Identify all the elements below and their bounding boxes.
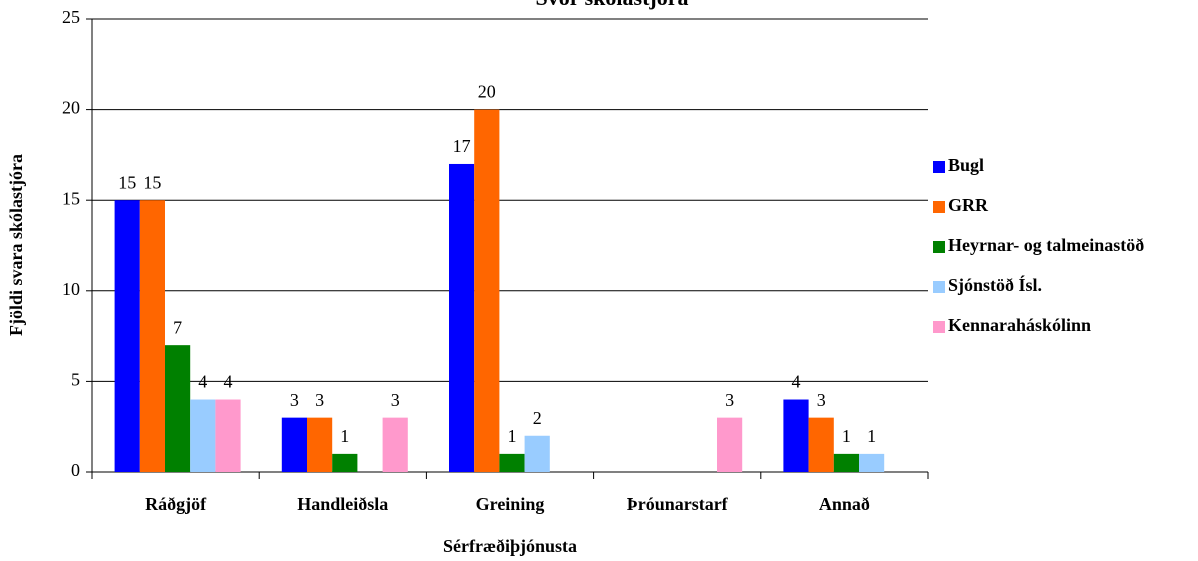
bar [499,453,525,472]
value-label: 1 [340,426,349,446]
x-tick-label: Greining [476,494,545,514]
value-label: 3 [290,390,299,410]
bar [281,417,307,472]
legend-swatch [933,161,945,173]
value-label: 15 [143,172,161,192]
bar [114,200,140,472]
value-label: 3 [725,390,734,410]
bar [215,399,241,472]
value-label: 4 [198,372,207,392]
value-label: 3 [817,390,826,410]
chart-title: Svör skólastjóra [536,0,689,10]
value-label: 1 [842,426,851,446]
y-tick-label: 0 [71,460,80,480]
legend-label: GRR [948,195,989,215]
bar [190,399,216,472]
value-label: 2 [533,408,542,428]
x-tick-label: Þróunarstarf [627,494,729,514]
x-axis-label: Sérfræðiþjónusta [443,536,577,556]
bar [717,417,743,472]
bar [382,417,408,472]
y-tick-label: 15 [62,188,80,208]
value-label: 3 [391,390,400,410]
y-tick-label: 25 [62,7,80,27]
legend-swatch [933,201,945,213]
value-label: 15 [118,172,136,192]
value-label: 20 [478,82,496,102]
y-tick-label: 20 [62,98,80,118]
legend-label: Sjónstöð Ísl. [948,274,1042,295]
bar [165,345,191,472]
legend-swatch [933,321,945,333]
y-tick-label: 10 [62,279,80,299]
bar [833,453,859,472]
x-tick-label: Annað [819,494,870,514]
bar [524,435,550,472]
value-label: 17 [453,136,471,156]
bar [783,399,809,472]
y-tick-label: 5 [71,370,80,390]
legend-label: Kennaraháskólinn [948,315,1091,335]
legend-label: Bugl [948,155,984,175]
bar [859,453,885,472]
y-axis-label: Fjöldi svara skólastjóra [6,154,26,336]
bar [332,453,358,472]
legend-label: Heyrnar- og talmeinastöð [948,235,1144,255]
bar [474,109,500,472]
value-label: 1 [508,426,517,446]
bar [307,417,333,472]
legend-swatch [933,281,945,293]
bar [139,200,165,472]
legend-swatch [933,241,945,253]
value-label: 1 [867,426,876,446]
bar [449,163,475,472]
x-tick-label: Handleiðsla [297,494,388,514]
value-label: 7 [173,317,182,337]
value-label: 4 [792,372,801,392]
value-label: 4 [224,372,233,392]
bar [808,417,834,472]
x-tick-label: Ráðgjöf [145,494,207,514]
value-label: 3 [315,390,324,410]
